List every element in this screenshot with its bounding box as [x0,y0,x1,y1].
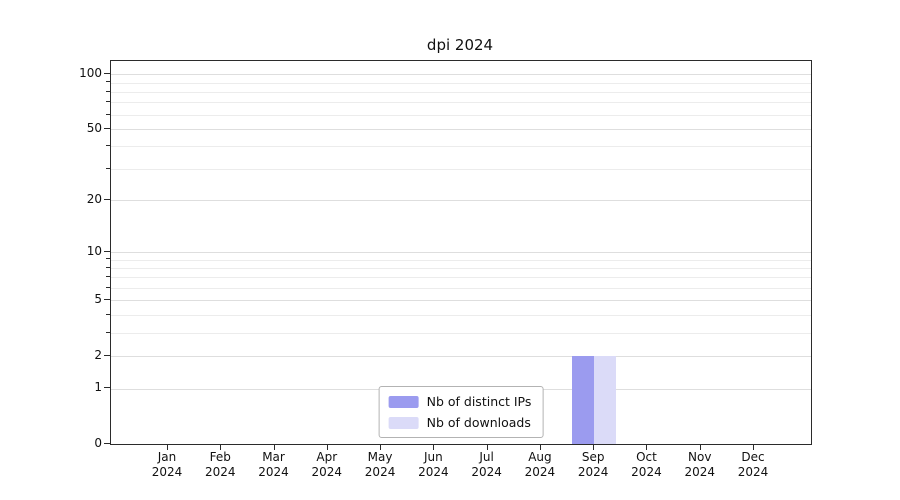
y-tick-mark [104,199,110,200]
y-tick-mark [104,299,110,301]
x-tick-mark [699,444,701,450]
y-tick-mark-minor [106,101,110,103]
gridline-major [111,200,811,201]
gridline-major [111,128,811,130]
gridline-minor [111,102,811,104]
y-tick-label: 50 [86,120,102,135]
y-tick-label: 100 [79,66,102,81]
gridline-minor [111,277,811,279]
y-tick-mark-minor [106,113,110,115]
bar-sep-downloads [594,356,617,444]
y-tick-mark-minor [106,145,110,147]
y-tick-mark [104,354,110,356]
x-tick-label: Jul 2024 [471,450,502,479]
x-tick-label: Jun 2024 [418,450,449,479]
x-tick-label: Feb 2024 [204,450,236,479]
x-tick-mark [326,444,328,450]
y-tick-label: 10 [86,243,102,258]
gridline-major [111,356,811,357]
gridline-major [111,300,811,302]
y-tick-mark-minor [106,287,110,289]
gridline-minor [111,114,811,116]
gridline-minor [111,332,811,334]
x-tick-label: Sep 2024 [577,450,609,479]
x-tick-mark [539,444,541,450]
x-tick-mark [167,444,168,450]
y-tick-mark-minor [106,266,110,268]
plot-area: Nb of distinct IPs Nb of downloads [110,60,812,445]
legend-swatch-downloads [388,416,419,429]
gridline-minor [111,267,811,269]
y-tick-label: 0 [94,436,102,450]
y-tick-mark-minor [106,331,110,333]
bar-sep-distinct-ips [572,356,595,444]
x-tick-label: Nov 2024 [684,450,715,479]
gridline-major [111,251,811,253]
legend-entry-distinct-ips: Nb of distinct IPs [388,394,532,409]
y-tick-mark-minor [106,81,110,83]
gridline-minor [111,168,811,170]
y-tick-mark-minor [106,167,110,169]
legend-swatch-distinct-ips [388,395,419,408]
x-tick-label: Oct 2024 [631,450,662,479]
x-tick-label: Dec 2024 [737,450,769,479]
x-tick-label: Aug 2024 [524,450,556,479]
gridline-minor [111,315,811,316]
y-tick-label: 5 [94,292,102,307]
gridline-minor [111,91,811,93]
x-tick-mark [593,444,595,450]
x-tick-mark [273,444,275,450]
gridline-minor [111,82,811,84]
x-tick-mark [433,444,435,450]
x-tick-mark [646,444,648,450]
legend: Nb of distinct IPs Nb of downloads [378,386,544,438]
y-tick-label: 20 [86,192,102,206]
gridline-minor [111,259,811,261]
x-tick-label: Mar 2024 [258,450,289,479]
x-tick-label: May 2024 [364,450,396,479]
y-tick-mark-minor [106,90,110,92]
x-tick-mark [380,444,382,450]
legend-entry-downloads: Nb of downloads [388,415,532,430]
gridline-major [111,74,811,76]
y-tick-label: 1 [94,380,102,395]
x-tick-mark [753,444,754,450]
y-tick-mark-minor [106,258,110,260]
x-tick-mark [486,444,488,450]
y-tick-mark [104,250,110,252]
gridline-minor [111,288,811,290]
legend-label-downloads: Nb of downloads [426,415,531,430]
x-tick-label: Apr 2024 [311,450,343,479]
x-tick-mark [220,444,222,450]
x-tick-label: Jan 2024 [151,450,183,479]
y-tick-mark-minor [106,276,110,278]
y-tick-label: 2 [94,347,102,362]
chart-title: dpi 2024 [426,36,494,54]
y-tick-mark [104,443,110,444]
legend-label-distinct-ips: Nb of distinct IPs [426,394,532,409]
y-tick-mark [104,387,110,389]
y-tick-mark [104,127,110,129]
y-tick-mark [104,73,110,75]
gridline-minor [111,146,811,148]
y-tick-mark-minor [106,314,110,316]
